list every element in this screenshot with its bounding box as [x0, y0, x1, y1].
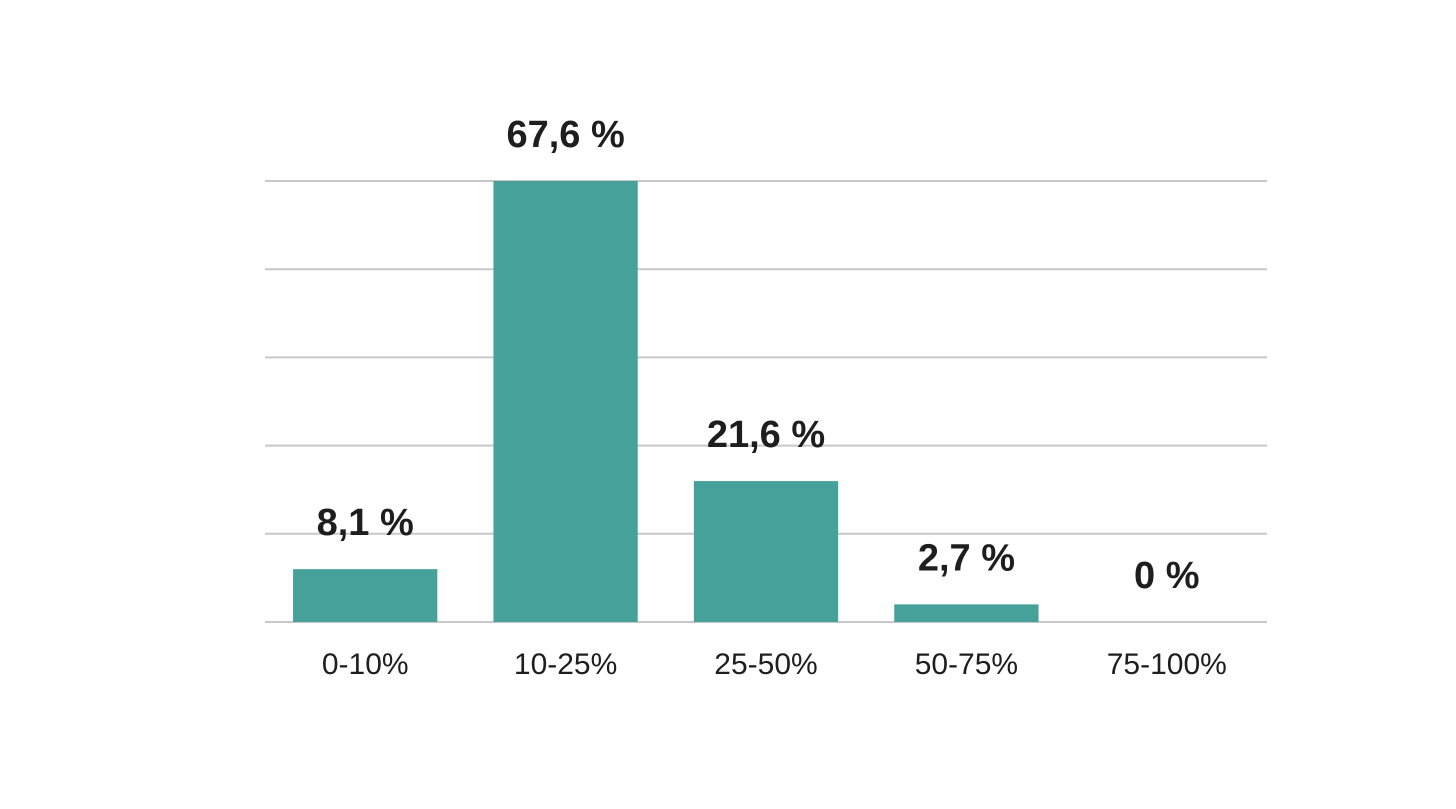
x-tick-label: 50-75% — [915, 648, 1018, 681]
x-tick-label: 10-25% — [514, 648, 617, 681]
value-label: 8,1 % — [317, 502, 414, 544]
value-label: 2,7 % — [918, 537, 1015, 579]
x-tick-label: 75-100% — [1107, 648, 1227, 681]
bar — [493, 181, 638, 622]
bar — [693, 481, 839, 622]
x-tick-label: 0-10% — [322, 648, 409, 681]
value-label: 21,6 % — [707, 414, 825, 456]
value-label: 67,6 % — [506, 114, 624, 156]
bar — [894, 604, 1039, 622]
value-label: 0 % — [1134, 555, 1199, 597]
x-tick-label: 25-50% — [714, 648, 817, 681]
bar — [293, 569, 438, 622]
